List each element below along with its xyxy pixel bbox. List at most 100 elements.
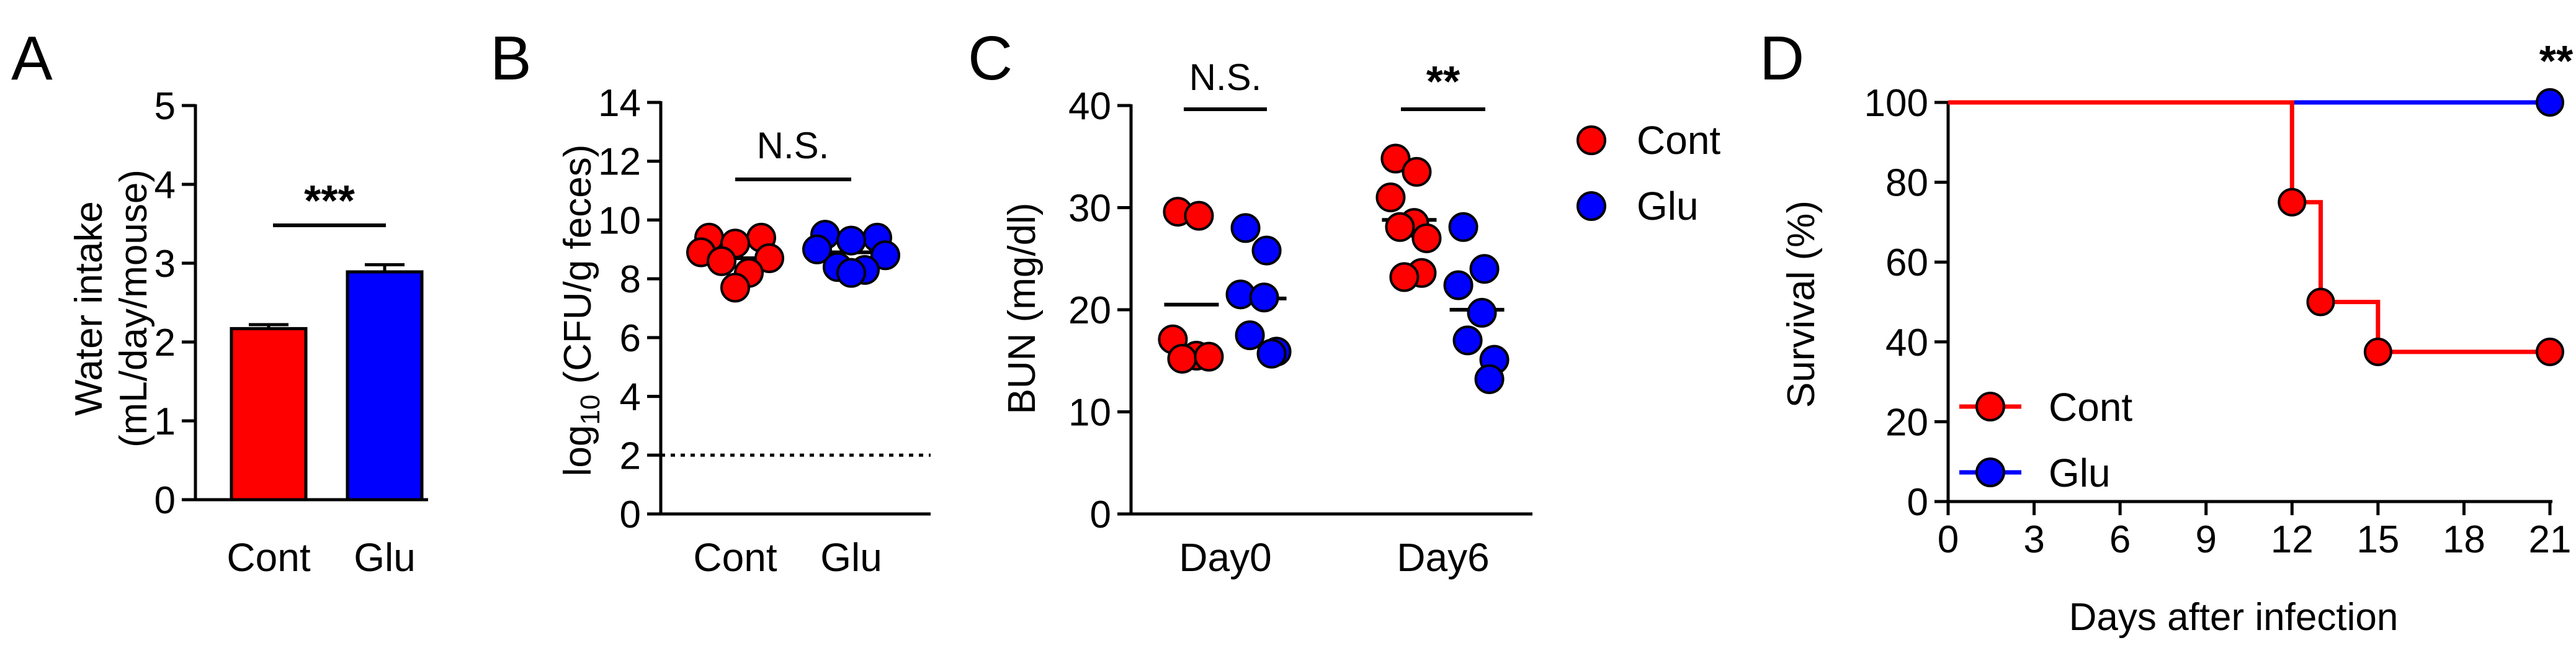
panel-d-sig-label: ** — [2539, 37, 2574, 85]
panel-d-curve-cont — [1948, 100, 2550, 354]
panel-b-sig-label: N.S. — [757, 125, 830, 166]
panel-b-point-glu — [802, 234, 832, 264]
panel-b-y-tick-label: 2 — [620, 435, 641, 477]
panel-c-y-tick-label: 20 — [1068, 289, 1111, 332]
panel-b-y-tick-label: 4 — [620, 376, 641, 419]
panel-d-marker-cont — [2536, 337, 2564, 366]
panel-d-legend: Cont Glu — [1959, 385, 2132, 495]
panel-letter-d: D — [1760, 24, 1804, 93]
panel-a-bar-cont — [230, 326, 308, 502]
panel-d-ylabel: Survival (%) — [1780, 200, 1823, 408]
panel-a-y-tick-label: 0 — [154, 479, 176, 522]
panel-c-legend: Cont Glu — [1576, 118, 1720, 228]
panel-c-point-glu — [1474, 364, 1505, 394]
panel-c-point-cont — [1411, 223, 1442, 253]
panel-c-point-cont — [1194, 341, 1224, 372]
panel-c-xlabel-day0: Day0 — [1179, 535, 1271, 580]
panel-d-marker-glu — [2536, 88, 2564, 117]
panel-d-x-tick-label: 9 — [2195, 518, 2216, 561]
panel-c-y-tick-label: 0 — [1090, 493, 1111, 536]
panel-d-x-tick-label: 6 — [2109, 518, 2131, 561]
panel-a-y-tick-label: 5 — [154, 85, 176, 128]
panel-b-point-glu — [836, 258, 866, 288]
panel-d-y-tick-label: 0 — [1907, 481, 1928, 524]
panel-b-y-tick-label: 14 — [598, 82, 641, 125]
panel-b-point-glu — [836, 225, 866, 256]
panel-d-xlabel: Days after infection — [2069, 596, 2399, 639]
panel-c-point-cont — [1380, 143, 1411, 174]
panel-b-significance: N.S. — [735, 125, 851, 181]
panel-c-legend-label-glu: Glu — [1637, 184, 1699, 228]
panel-a-y-tick-label: 2 — [154, 322, 176, 364]
panel-b-y-tick-label: 0 — [620, 493, 641, 536]
panel-d-y-tick-label: 20 — [1885, 401, 1928, 444]
panel-a-y-tick-label: 1 — [154, 400, 176, 443]
panel-c-point-cont — [1167, 343, 1197, 374]
panel-c-point-glu — [1256, 338, 1287, 369]
panel-d-x-tick-label: 3 — [2023, 518, 2044, 561]
panel-d-x-tick-label: 21 — [2529, 518, 2572, 561]
panel-c-sig-label-day6: ** — [1426, 57, 1460, 106]
panel-c-y-tick-label: 10 — [1068, 392, 1111, 435]
panel-c-point-glu — [1448, 212, 1478, 242]
panel-d-y-tick-label: 60 — [1885, 241, 1928, 284]
panel-a: A Water intake (mL/day/mouse) 0 1 2 3 4 5 ***… — [11, 24, 428, 580]
panel-c-legend-label-cont: Cont — [1637, 118, 1720, 163]
panel-letter-c: C — [968, 24, 1013, 93]
panel-c-point-glu — [1249, 282, 1279, 313]
panel-d-legend-label-glu: Glu — [2049, 451, 2111, 495]
panel-c-legend-marker-cont — [1576, 125, 1606, 155]
panel-b-xlabel-cont: Cont — [693, 535, 777, 580]
panel-b-y-tick-label: 8 — [620, 258, 641, 301]
panel-b-y-tick-label: 12 — [598, 141, 641, 184]
panel-c-ylabel: BUN (mg/dl) — [1001, 202, 1044, 414]
panel-letter-a: A — [11, 24, 53, 93]
panel-b-xlabel-glu: Glu — [820, 535, 882, 580]
panel-c-point-glu — [1469, 254, 1500, 284]
panel-d-x-tick-label: 0 — [1938, 518, 1959, 561]
panel-c-point-cont — [1402, 156, 1432, 187]
panel-c-legend-marker-glu — [1576, 191, 1606, 221]
panel-d-y-tick-label: 100 — [1864, 82, 1928, 125]
panel-d-marker-cont — [2306, 287, 2335, 317]
panel-c-point-cont — [1389, 262, 1420, 292]
panel-a-ylabel-line2: (mL/day/mouse) — [112, 169, 155, 448]
panel-b-ylabel: log10 (CFU/g feces) — [557, 145, 606, 477]
panel-c-point-glu — [1235, 320, 1265, 351]
panel-a-y-tick-label: 3 — [154, 243, 176, 286]
panel-a-sig-label: *** — [304, 176, 355, 225]
panel-d-marker-cont — [2363, 337, 2392, 366]
panel-d-x-tick-label: 18 — [2443, 518, 2485, 561]
panel-d-x-tick-label: 12 — [2271, 518, 2314, 561]
panel-a-y-tick-label: 4 — [154, 164, 176, 207]
panel-d-legend-label-cont: Cont — [2049, 385, 2132, 430]
panel-d-legend-marker-cont — [1975, 392, 2005, 421]
panel-d-x-tick-label: 15 — [2356, 518, 2399, 561]
panel-letter-b: B — [490, 24, 532, 93]
panel-c-point-glu — [1452, 325, 1483, 356]
panel-b-y-tick-label: 6 — [620, 317, 641, 360]
panel-c: C BUN (mg/dl) 0 10 20 30 40 N.S. ** Day0 Day… — [968, 24, 1720, 580]
panel-b-point-cont — [707, 246, 736, 276]
panel-b-point-cont — [720, 272, 750, 303]
panel-c-y-tick-label: 30 — [1068, 187, 1111, 230]
panel-d-y-tick-label: 80 — [1885, 162, 1928, 205]
panel-a-xlabel-cont: Cont — [226, 535, 310, 580]
panel-a-significance: *** — [273, 176, 386, 227]
panel-b-point-cont — [754, 243, 784, 273]
panel-a-ylabel-line1: Water intake — [68, 201, 110, 416]
panel-a-bar-glu — [346, 270, 424, 502]
panel-c-significance: N.S. ** — [1184, 56, 1485, 111]
panel-c-point-glu — [1467, 297, 1497, 328]
panel-d-legend-marker-glu — [1975, 457, 2005, 487]
panel-c-sig-label-day0: N.S. — [1189, 56, 1262, 98]
panel-c-point-glu — [1251, 235, 1282, 266]
panel-c-point-glu — [1443, 270, 1474, 300]
panel-a-xlabel-glu: Glu — [354, 535, 416, 580]
panel-d-y-tick-label: 40 — [1885, 322, 1928, 364]
panel-b-point-glu — [870, 240, 900, 271]
panel-b: B log10 (CFU/g feces) 0 2 4 6 8 10 12 14 N.S. C… — [490, 24, 931, 580]
panel-d-marker-cont — [2278, 187, 2307, 217]
panel-b-y-tick-label: 10 — [598, 199, 641, 242]
